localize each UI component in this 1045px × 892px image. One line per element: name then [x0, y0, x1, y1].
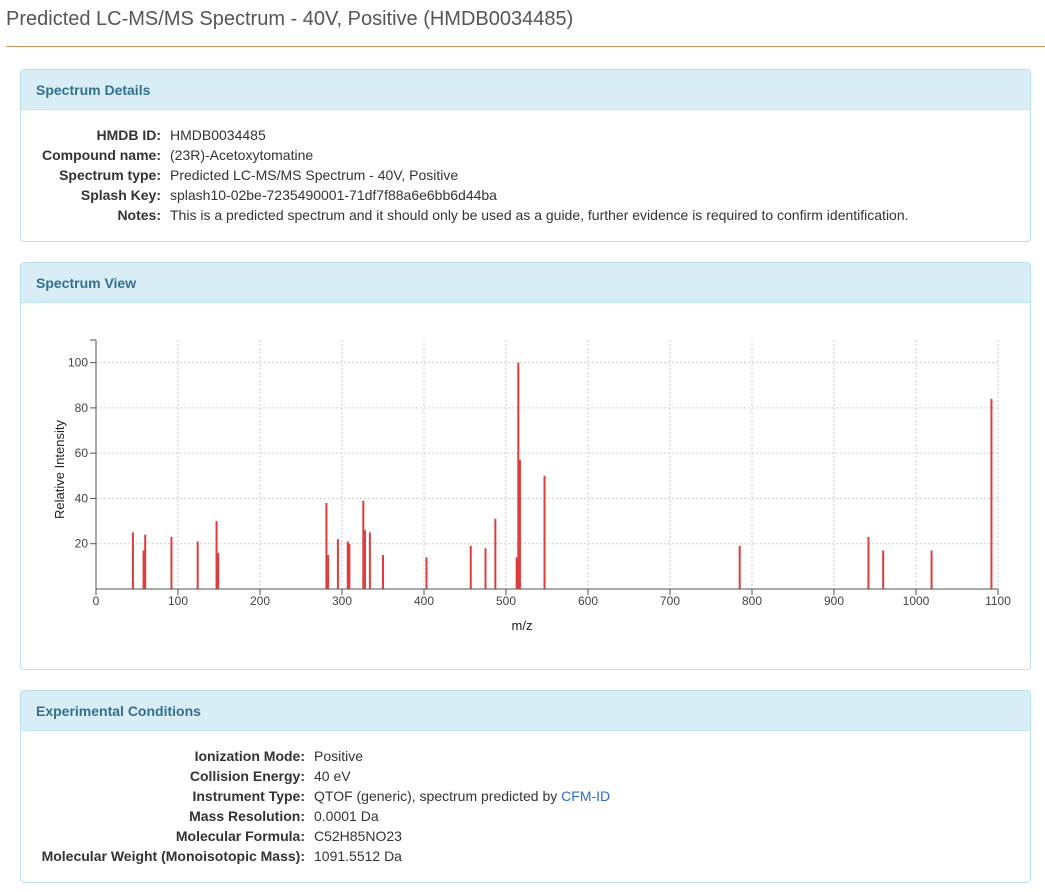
- notes-value: This is a predicted spectrum and it shou…: [170, 207, 909, 223]
- splash-key-value: splash10-02be-7235490001-71df7f88a6e6bb6…: [170, 187, 497, 203]
- experimental-conditions-panel: Experimental Conditions Ionization Mode:…: [20, 690, 1031, 883]
- x-tick-label: 1100: [985, 594, 1011, 608]
- spectrum-peak: [494, 518, 497, 589]
- x-tick-label: 600: [578, 594, 598, 608]
- x-tick-label: 1000: [903, 594, 930, 608]
- spectrum-peak: [325, 502, 328, 589]
- mass-resolution-value: 0.0001 Da: [314, 808, 379, 824]
- spectrum-peak: [144, 534, 147, 589]
- spectrum-peak: [382, 555, 384, 589]
- spectrum-peak: [142, 550, 145, 589]
- compound-name-value: (23R)-Acetoxytomatine: [170, 147, 314, 163]
- cfm-id-link[interactable]: CFM-ID: [561, 788, 611, 804]
- ionization-mode-label: Ionization Mode:: [194, 748, 305, 764]
- x-tick-label: 700: [660, 594, 680, 608]
- hmdb-id-value: HMDB0034485: [170, 127, 266, 143]
- spectrum-details-panel: Spectrum Details HMDB ID: HMDB0034485 Co…: [20, 69, 1031, 242]
- spectrum-peak: [882, 550, 885, 589]
- molecular-formula-label: Molecular Formula:: [175, 828, 305, 844]
- spectrum-peak: [930, 550, 933, 589]
- title-divider: [6, 46, 1045, 47]
- x-tick-label: 500: [496, 594, 516, 608]
- y-tick-label: 100: [68, 356, 88, 370]
- spectrum-peak: [215, 521, 218, 589]
- molecular-weight-value: 1091.5512 Da: [314, 848, 402, 864]
- spectrum-view-panel: Spectrum View 0 100 200 300 400 500 600 700 800 9…: [20, 262, 1031, 670]
- spectrum-peak: [484, 548, 487, 589]
- ionization-mode-value: Positive: [314, 748, 364, 764]
- page-title: Predicted LC-MS/MS Spectrum - 40V, Posit…: [6, 8, 574, 30]
- spectrum-peak: [327, 555, 330, 589]
- spectrum-type-value: Predicted LC-MS/MS Spectrum - 40V, Posit…: [170, 167, 459, 183]
- spectrum-peak: [362, 500, 365, 589]
- x-tick-label: 300: [332, 594, 352, 608]
- x-tick-label: 200: [250, 594, 270, 608]
- spectrum-peak: [346, 541, 349, 589]
- spectrum-peak: [348, 543, 351, 589]
- chart-peaks: [131, 362, 993, 589]
- x-tick-label: 0: [93, 594, 100, 608]
- instrument-type-value: QTOF (generic), spectrum predicted by CF…: [314, 786, 610, 806]
- y-tick-label: 20: [75, 537, 89, 551]
- spectrum-peak: [217, 552, 220, 589]
- molecular-weight-label: Molecular Weight (Monoisotopic Mass):: [41, 848, 305, 864]
- molecular-formula-value: C52H85NO23: [314, 828, 402, 844]
- spectrum-peak: [515, 557, 518, 589]
- mass-resolution-label: Mass Resolution:: [189, 808, 305, 824]
- experimental-conditions-heading: Experimental Conditions: [21, 691, 1030, 731]
- spectrum-peak: [867, 536, 870, 589]
- spectrum-type-label: Spectrum type:: [59, 167, 161, 183]
- spectrum-view-heading: Spectrum View: [21, 263, 1030, 303]
- y-tick-label: 80: [75, 401, 89, 415]
- chart-axes: 0 100 200 300 400 500 600 700 800 900 1000 1100 20 40…: [68, 339, 1011, 608]
- x-tick-label: 400: [414, 594, 434, 608]
- x-axis-title: m/z: [512, 618, 533, 633]
- y-tick-label: 60: [75, 446, 89, 460]
- notes-label: Notes:: [117, 207, 161, 223]
- spectrum-peak: [518, 459, 521, 589]
- spectrum-peak: [131, 532, 134, 589]
- instrument-type-label: Instrument Type:: [192, 788, 305, 804]
- spectrum-details-heading: Spectrum Details: [21, 70, 1030, 110]
- spectrum-peak: [469, 545, 472, 589]
- spectrum-peak: [170, 536, 173, 589]
- spectrum-peak: [738, 545, 741, 589]
- y-tick-label: 40: [75, 491, 89, 505]
- collision-energy-label: Collision Energy:: [189, 768, 305, 784]
- x-tick-label: 800: [742, 594, 762, 608]
- chart-grid: [96, 340, 999, 589]
- compound-name-label: Compound name:: [42, 147, 161, 163]
- spectrum-peak: [990, 398, 993, 589]
- spectrum-peak: [543, 475, 546, 589]
- spectrum-peak: [368, 532, 371, 589]
- spectrum-chart[interactable]: 0 100 200 300 400 500 600 700 800 900 1000 1100 20 40…: [21, 303, 1030, 669]
- spectrum-peak: [336, 539, 339, 589]
- x-tick-label: 100: [168, 594, 188, 608]
- spectrum-peak: [425, 557, 428, 589]
- y-axis-title: Relative Intensity: [52, 420, 67, 519]
- spectrum-peak: [517, 362, 520, 589]
- spectrum-peak: [196, 541, 199, 589]
- spectrum-peak: [363, 530, 366, 589]
- splash-key-label: Splash Key:: [80, 187, 161, 203]
- collision-energy-value: 40 eV: [314, 768, 351, 784]
- instrument-type-text: QTOF (generic), spectrum predicted by: [314, 788, 562, 804]
- x-tick-label: 900: [824, 594, 844, 608]
- hmdb-id-label: HMDB ID:: [96, 127, 161, 143]
